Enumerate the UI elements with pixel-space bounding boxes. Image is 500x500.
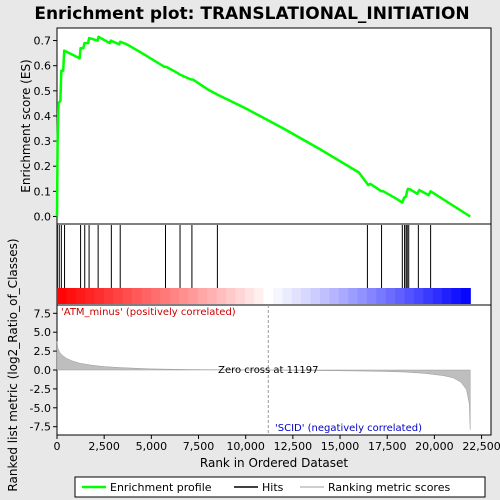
color-bar-segment (113, 288, 124, 304)
color-bar-segment (169, 288, 180, 304)
color-bar-segment (85, 288, 96, 304)
color-bar-segment (254, 288, 265, 304)
metric-y-axis-label: Ranked list metric (log2_Ratio_of_Classe… (6, 238, 20, 491)
x-tick-label: 15,000 (321, 440, 360, 453)
x-tick-label: 10,000 (226, 440, 265, 453)
metric-y-tick-label: -2.5 (30, 383, 51, 396)
color-bar-segment (319, 288, 330, 304)
color-bar-segment (291, 288, 302, 304)
color-bar-segment (395, 288, 406, 304)
color-bar-segment (282, 288, 293, 304)
legend-label-enrichment: Enrichment profile (110, 481, 212, 494)
color-bar-segment (385, 288, 396, 304)
color-bar-segment (348, 288, 359, 304)
zero-cross-label: Zero cross at 11197 (218, 365, 318, 376)
es-y-tick-label: 0.7 (34, 35, 52, 48)
color-bar-segment (141, 288, 152, 304)
es-y-tick-label: 0.6 (34, 60, 52, 73)
legend-label-metric: Ranking metric scores (328, 481, 450, 494)
x-axis-label: Rank in Ordered Dataset (200, 456, 348, 470)
es-y-axis: 0.0 0.1 0.2 0.3 0.4 0.5 0.6 0.7 (34, 35, 57, 223)
color-bar-segment (226, 288, 237, 304)
metric-y-axis: -7.5 -5.0 -2.5 0.0 2.5 5.0 7.5 (30, 307, 57, 434)
color-bar-segment (150, 288, 161, 304)
color-bar-segment (376, 288, 387, 304)
color-bar-segment (442, 288, 453, 304)
color-bar-segment (329, 288, 340, 304)
color-bar-segment (94, 288, 105, 304)
es-y-tick-label: 0.4 (34, 110, 52, 123)
color-bar-segment (338, 288, 349, 304)
color-bar-segment (432, 288, 443, 304)
metric-y-tick-label: -5.0 (30, 402, 51, 415)
color-bar-segment (460, 288, 471, 304)
negative-class-label: 'SCID' (negatively correlated) (275, 423, 422, 434)
hits-group (56, 225, 432, 288)
x-tick-label: 7,500 (183, 440, 215, 453)
metric-y-tick-label: 5.0 (34, 326, 52, 339)
x-tick-label: 22,500 (462, 440, 500, 453)
color-bar-segment (57, 288, 67, 304)
x-tick-label: 12,500 (274, 440, 313, 453)
color-bar-segment (197, 288, 208, 304)
chart-title: Enrichment plot: TRANSLATIONAL_INITIATIO… (34, 4, 469, 24)
color-bar-segment (263, 288, 274, 304)
x-tick-label: 20,000 (415, 440, 454, 453)
color-bar-segment (235, 288, 246, 304)
color-bar-segment (301, 288, 312, 304)
es-y-axis-label: Enrichment score (ES) (19, 59, 33, 192)
color-bar-segment (310, 288, 321, 304)
es-y-tick-label: 0.2 (34, 160, 52, 173)
color-bar-segment (160, 288, 171, 304)
es-y-tick-label: 0.3 (34, 135, 52, 148)
rank-color-bar (57, 288, 471, 304)
x-tick-label: 2,500 (88, 440, 120, 453)
color-bar-segment (451, 288, 462, 304)
enrichment-profile-line (55, 35, 471, 218)
metric-y-tick-label: 2.5 (34, 345, 52, 358)
x-tick-label: 0 (54, 440, 61, 453)
legend-label-hits: Hits (262, 481, 284, 494)
x-tick-label: 17,500 (368, 440, 407, 453)
color-bar-segment (188, 288, 199, 304)
es-y-tick-label: 0.5 (34, 85, 52, 98)
color-bar-segment (103, 288, 114, 304)
positive-class-label: 'ATM_minus' (positively correlated) (61, 307, 236, 318)
legend-box (74, 476, 486, 498)
color-bar-segment (66, 288, 77, 304)
metric-y-tick-label: -7.5 (30, 421, 51, 434)
color-bar-segment (404, 288, 415, 304)
color-bar-segment (132, 288, 143, 304)
color-bar-segment (216, 288, 227, 304)
x-axis: 0 2,500 5,000 7,500 10,000 12,500 15,000 17,500… (54, 435, 500, 453)
metric-y-tick-label: 7.5 (34, 307, 52, 320)
color-bar-segment (366, 288, 377, 304)
color-bar-segment (207, 288, 218, 304)
color-bar-segment (413, 288, 424, 304)
color-bar-segment (357, 288, 368, 304)
color-bar-segment (423, 288, 434, 304)
color-bar-segment (122, 288, 133, 304)
color-bar-segment (75, 288, 86, 304)
color-bar-segment (244, 288, 255, 304)
color-bar-segment (179, 288, 190, 304)
color-bar-segment (273, 288, 284, 304)
es-y-tick-label: 0.1 (34, 185, 52, 198)
x-tick-label: 5,000 (136, 440, 168, 453)
metric-y-tick-label: 0.0 (34, 364, 52, 377)
legend: Enrichment profile Hits Ranking metric s… (74, 476, 486, 498)
es-y-tick-label: 0.0 (34, 210, 52, 223)
